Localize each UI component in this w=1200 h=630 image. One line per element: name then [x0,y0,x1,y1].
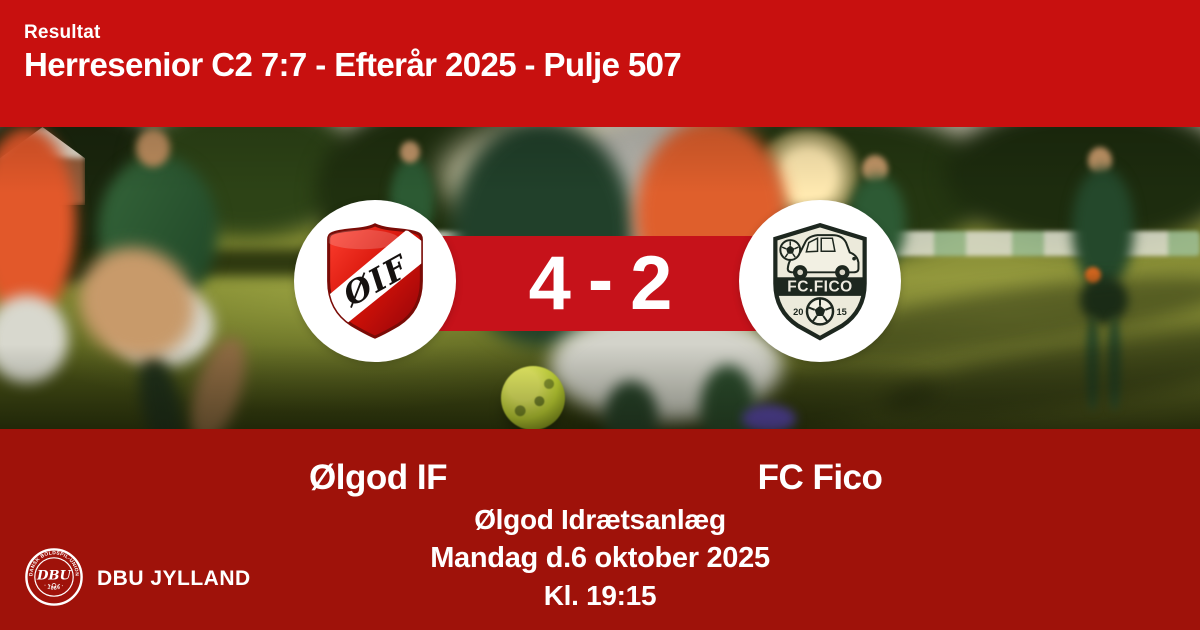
page-title: Herresenior C2 7:7 - Efterår 2025 - Pulj… [24,46,682,83]
soccer-ball-icon [501,366,565,429]
player-blob [0,127,76,319]
player-blob [400,141,420,163]
away-team-crest: FC.FICO 20 15 [739,200,901,362]
fcfico-crest-year-left: 20 [793,307,803,317]
venue: Ølgod Idrætsanlæg [474,504,726,535]
away-team-name: FC Fico [757,458,883,497]
fcfico-shield-car-icon: FC.FICO 20 15 [773,222,867,341]
bottom-panel: Ølgod IF FC Fico Ølgod Idrætsanlæg Manda… [0,429,1200,630]
fcfico-crest-year-right: 15 [837,307,847,317]
player-blob [1072,167,1134,289]
player-blob [0,295,68,383]
player-boot [742,405,796,429]
away-score: 2 [630,240,672,326]
oif-shield-icon: ØIF [327,223,423,339]
kicker-label: Resultat [24,22,101,43]
player-blob [136,129,170,167]
orange-ball-marker [1085,267,1101,283]
home-score: 4 [528,240,571,326]
fcfico-crest-name: FC.FICO [787,279,852,296]
match-time: Kl. 19:15 [543,580,657,611]
score-separator: - [587,236,613,322]
header-banner: Resultat Herresenior C2 7:7 - Efterår 20… [0,0,1200,127]
footer-brand: DANSK BOLDSPIL-UNION · 1889 · DBU DBU JY… [24,547,324,619]
home-team-name: Ølgod IF [309,458,447,497]
match-date: Mandag d.6 oktober 2025 [430,542,770,574]
dbu-roundel-icon: DANSK BOLDSPIL-UNION · 1889 · DBU [25,548,83,606]
dbu-crest-center: DBU [36,568,73,583]
org-name: DBU JYLLAND [97,567,251,590]
home-team-crest: ØIF [294,200,456,362]
player-blob [1080,277,1128,323]
